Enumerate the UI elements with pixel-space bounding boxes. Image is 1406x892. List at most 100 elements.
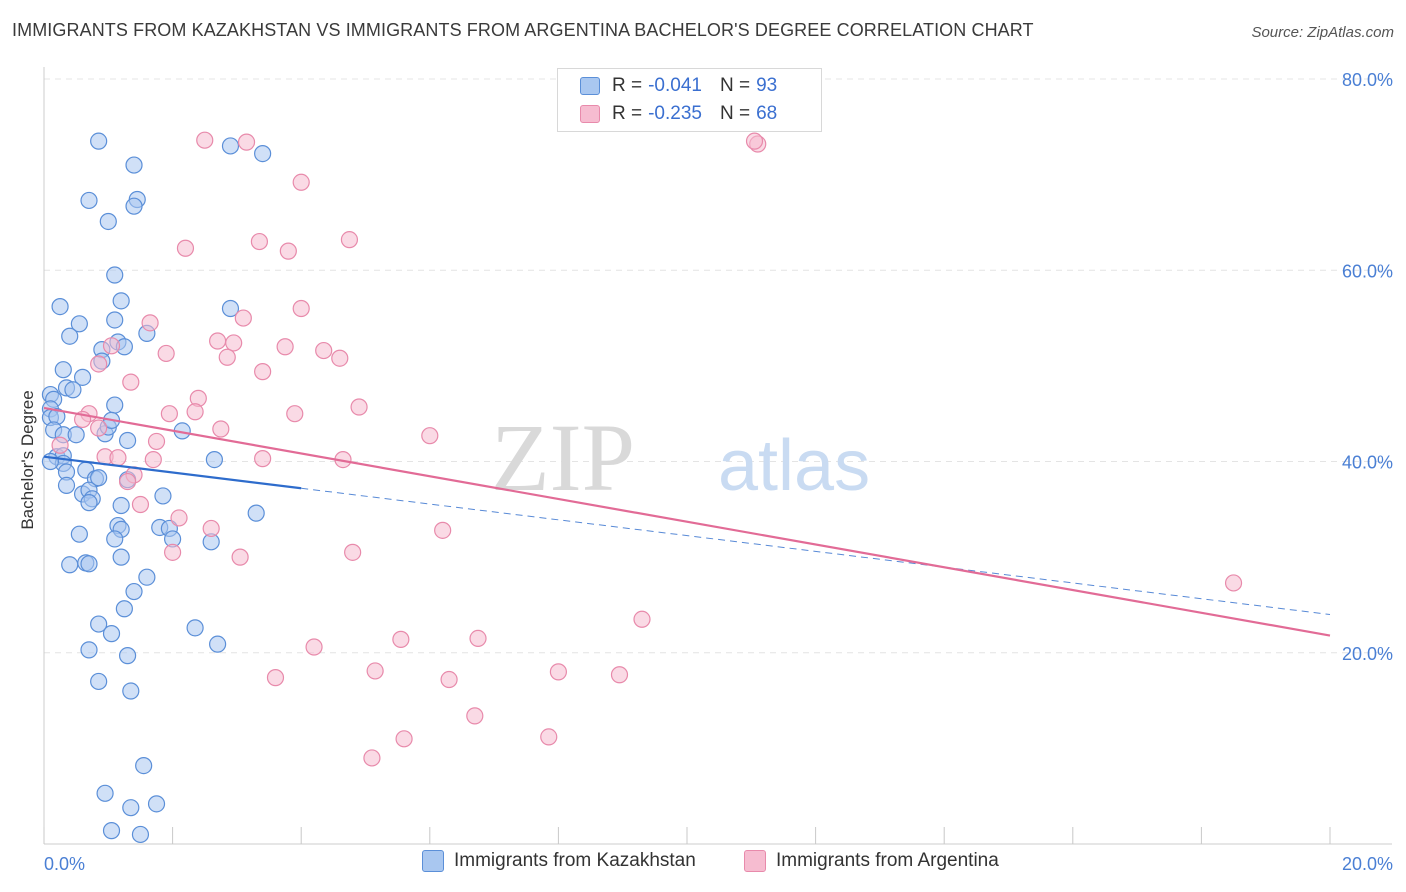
kazakhstan-point <box>112 292 130 310</box>
correlation-legend: R = -0.041 N = 93 R = -0.235 N = 68 <box>557 68 822 132</box>
bottom-legend-argentina: Immigrants from Argentina <box>744 850 999 872</box>
argentina-point <box>90 355 108 373</box>
argentina-point <box>109 449 127 467</box>
kazakhstan-point <box>102 625 121 643</box>
source-label: Source: ZipAtlas.com <box>1251 24 1394 41</box>
argentina-point <box>292 173 310 191</box>
argentina-point <box>250 232 269 251</box>
kazakhstan-point <box>147 795 166 813</box>
legend-n-label: N = <box>719 103 751 124</box>
argentina-point <box>186 403 204 421</box>
legend-n-label: N = <box>719 75 751 96</box>
kazakhstan-point <box>135 756 153 775</box>
legend-n-value: 68 <box>756 103 778 124</box>
argentina-point <box>421 427 439 445</box>
kazakhstan-point <box>186 619 204 637</box>
argentina-point <box>434 521 452 539</box>
argentina-point <box>279 242 297 260</box>
argentina-legend-label: Immigrants from Argentina <box>776 850 999 871</box>
bottom-legend-kazakhstan: Immigrants from Kazakhstan <box>422 850 696 872</box>
argentina-point <box>315 341 333 360</box>
argentina-point <box>610 666 629 684</box>
argentina-point <box>254 450 272 468</box>
kazakhstan-legend-label: Immigrants from Kazakhstan <box>454 850 696 871</box>
argentina-point <box>144 450 162 469</box>
argentina-point <box>745 132 764 150</box>
legend-r-value: -0.235 <box>648 103 702 124</box>
kazakhstan-point <box>106 530 124 548</box>
kazakhstan-point <box>61 556 79 574</box>
argentina-point <box>292 299 310 318</box>
argentina-point <box>237 133 256 151</box>
kazakhstan-point <box>80 555 98 573</box>
argentina-point <box>196 131 214 149</box>
argentina-point <box>1224 574 1243 592</box>
argentina-point <box>440 670 458 689</box>
kazakhstan-point <box>64 381 82 399</box>
kazakhstan-point <box>254 144 272 163</box>
argentina-point <box>141 314 159 332</box>
kazakhstan-point <box>205 450 223 469</box>
kazakhstan-point <box>112 548 130 566</box>
kazakhstan-point <box>90 469 108 487</box>
argentina-point <box>164 543 182 561</box>
argentina-point <box>266 669 285 687</box>
legend-r-value: -0.041 <box>648 75 702 96</box>
argentina-point <box>305 638 323 656</box>
argentina-point <box>392 630 410 648</box>
kazakhstan-point <box>90 615 108 633</box>
kazakhstan-point <box>96 784 114 802</box>
legend-r-label: R = <box>612 75 643 96</box>
chart-title: IMMIGRANTS FROM KAZAKHSTAN VS IMMIGRANTS… <box>12 20 1034 40</box>
argentina-point <box>331 349 349 367</box>
trend-lines <box>43 406 1331 637</box>
argentina-points <box>51 131 1243 767</box>
argentina-swatch <box>580 105 600 123</box>
argentina-point <box>350 398 368 416</box>
x-tick-label: 20.0% <box>1342 854 1393 874</box>
argentina-point <box>176 239 195 257</box>
argentina-point <box>51 436 69 454</box>
kazakhstan-point <box>67 426 85 444</box>
argentina-point <box>366 662 384 680</box>
kazakhstan-point <box>221 299 240 318</box>
argentina-point <box>466 707 484 725</box>
argentina-point <box>122 373 140 391</box>
argentina-point <box>147 432 166 451</box>
argentina-point <box>202 519 220 538</box>
kazakhstan-point <box>102 822 121 840</box>
kazakhstan-point <box>80 641 98 659</box>
legend-n-value: 93 <box>756 75 778 96</box>
kazakhstan-point <box>125 582 143 601</box>
kazakhstan-point <box>221 137 240 155</box>
argentina-point <box>395 730 413 748</box>
argentina-point <box>254 363 272 381</box>
argentina-point <box>218 348 236 366</box>
kazakhstan-point <box>112 496 130 515</box>
argentina-point <box>549 663 568 681</box>
kazakhstan-point <box>90 132 108 150</box>
kazakhstan-point <box>106 396 124 414</box>
y-tick-label: 20.0% <box>1342 644 1393 664</box>
argentina-point <box>102 337 121 355</box>
kazakhstan-point <box>122 682 140 700</box>
kazakhstan-point <box>209 635 227 653</box>
kazakhstan-point <box>73 368 92 386</box>
kazakhstan-point <box>61 327 79 345</box>
watermark-zip: ZIP <box>491 404 635 511</box>
kazakhstan-point <box>115 600 133 618</box>
argentina-point <box>340 231 359 249</box>
kazakhstan-point <box>57 476 76 495</box>
argentina-point <box>209 332 227 350</box>
argentina-point <box>234 309 252 327</box>
kazakhstan-point <box>54 361 72 379</box>
argentina-point <box>276 338 294 356</box>
legend-r-label: R = <box>612 103 643 124</box>
argentina-point <box>225 334 243 352</box>
argentina-point <box>633 610 651 628</box>
legend-row-argentina: R = -0.235 N = 68 <box>580 101 777 127</box>
argentina-point <box>231 548 249 566</box>
argentina-point <box>363 749 381 767</box>
kazakhstan-point <box>106 311 124 329</box>
argentina-point <box>540 728 558 746</box>
